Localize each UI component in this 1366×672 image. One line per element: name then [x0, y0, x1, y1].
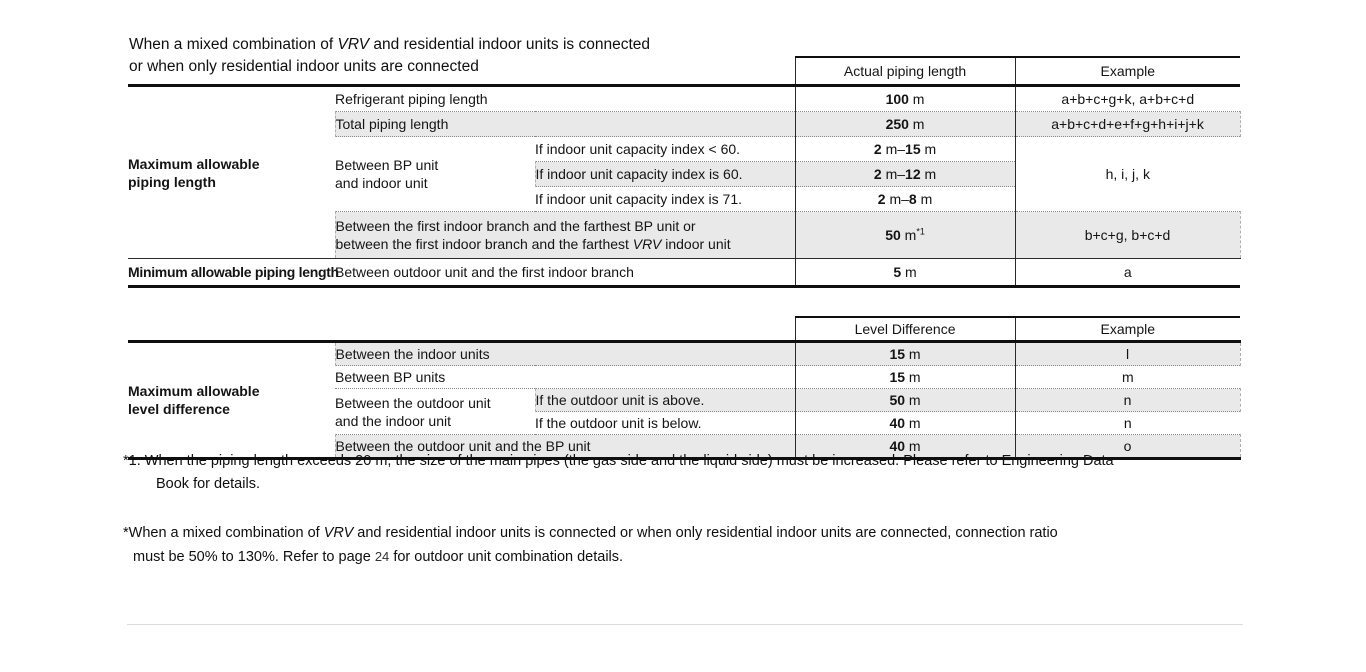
row-between-bp-units: Between BP units 15 m m: [128, 365, 1241, 389]
col-header-actual-piping-length: Actual piping length: [794, 56, 1016, 87]
footnote-2-line2: must be 50% to 130%. Refer to page 24 fo…: [133, 545, 1333, 569]
outdoor-label-line2: and the indoor unit: [335, 412, 451, 429]
footnote-1-line2: Book for details.: [156, 476, 260, 492]
page-bottom-divider: [127, 624, 1243, 625]
footnote-1-line1: *1. When the piping length exceeds 20 m,…: [123, 453, 1114, 469]
col-header-example: Example: [1014, 316, 1241, 343]
cell-label: Between the outdoor unit and the BP unit: [334, 434, 796, 460]
branch-label-line1: Between the first indoor branch and the …: [335, 218, 696, 234]
cell-value: 15 m: [794, 341, 1016, 366]
footnote-2-line1: *When a mixed combination of VRV and res…: [123, 522, 1333, 545]
level-difference-table: Level Difference Example Maximum allowab…: [128, 316, 1241, 460]
bp-label-line2: and indoor unit: [335, 175, 428, 191]
footnote-2-line2-post: for outdoor unit combination details.: [389, 549, 624, 565]
row-bp-capacity-is71: If indoor unit capacity index is 71. 2 m…: [128, 186, 1240, 212]
footnote-2-line2-pre: must be 50% to 130%. Refer to page: [133, 549, 375, 565]
outdoor-label-line1: Between the outdoor unit: [335, 394, 491, 411]
cell-value: 50 m*1: [794, 211, 1016, 259]
cell-label: Between BP units: [335, 365, 796, 389]
bp-label-line1: Between BP unit: [335, 157, 439, 173]
footnote-marker: *1: [916, 226, 925, 237]
group-label-outdoor-indoor: Between the outdoor unit and the indoor u…: [335, 388, 535, 435]
footnote-2-line1-pre: *When a mixed combination of: [123, 525, 324, 541]
row-bp-capacity-lt60: Between BP unit and indoor unit If indoor…: [128, 136, 1241, 212]
cell-condition: If indoor unit capacity index is 71.: [535, 186, 796, 212]
cell-example: n: [1014, 411, 1241, 435]
footnote-2-line1-post: and residential indoor units is connecte…: [353, 525, 1058, 541]
row-refrigerant-piping-length: Maximum allowable piping length Refrigera…: [128, 85, 1241, 259]
group-label-bp-unit: Between BP unit and indoor unit: [335, 136, 535, 212]
doc-title-line1-post: and residential indoor units is connecte…: [369, 36, 650, 53]
cell-label: Between outdoor unit and the first indoo…: [335, 258, 796, 288]
cell-value: 40 m: [794, 411, 1016, 435]
page-reference-link[interactable]: 24: [374, 549, 390, 564]
group-label-max-piping-length: Maximum allowable piping length: [128, 85, 335, 259]
branch-label-line2-post: indoor unit: [661, 236, 731, 252]
cell-value: 5 m: [794, 258, 1016, 288]
cell-value: 2 m–8 m: [794, 186, 1016, 212]
cell-value: 2 m–12 m: [794, 161, 1016, 187]
row-minimum-piping-length: Minimum allowable piping length Between …: [128, 258, 1241, 288]
branch-label-vrv: VRV: [632, 236, 662, 252]
group-label-max-level-difference: Maximum allowable level difference: [128, 341, 335, 460]
footnote-2: *When a mixed combination of VRV and res…: [123, 522, 1333, 569]
table2-header-spacer: [128, 317, 796, 343]
cell-example: a+b+c+d+e+f+g+h+i+j+k: [1014, 111, 1241, 137]
row-outdoor-below: If the outdoor unit is below. 40 m n: [128, 411, 1241, 435]
footnote-1: *1. When the piping length exceeds 20 m,…: [123, 450, 1333, 496]
branch-label-line2-pre: between the first indoor branch and the …: [335, 236, 633, 252]
cell-example-merged: h, i, j, k: [1014, 136, 1241, 212]
cell-condition: If the outdoor unit is below.: [535, 411, 796, 435]
cell-example: b+c+g, b+c+d: [1014, 211, 1241, 259]
cell-condition: If indoor unit capacity index is 60.: [534, 161, 796, 187]
cell-example: m: [1014, 365, 1241, 389]
table1-header-row: Actual piping length Example: [128, 56, 1241, 87]
row-outdoor-bp-unit: Between the outdoor unit and the BP unit…: [128, 434, 1241, 460]
doc-title-line1: When a mixed combination of VRV and resi…: [129, 34, 829, 56]
doc-title-vrv: VRV: [337, 36, 370, 53]
group-label-line1: Maximum allowable: [128, 155, 260, 172]
row-between-indoor-units: Maximum allowable level difference Betwee…: [128, 341, 1241, 460]
group-label-line2: level difference: [128, 401, 230, 417]
cell-value: 40 m: [794, 434, 1016, 460]
col-header-example: Example: [1014, 56, 1241, 87]
cell-value: 100 m: [794, 85, 1016, 112]
cell-example: l: [1014, 341, 1241, 366]
cell-example: a+b+c+g+k, a+b+c+d: [1014, 85, 1241, 112]
group-label-line1: Maximum allowable: [128, 383, 260, 399]
row-outdoor-above: Between the outdoor unit and the indoor u…: [128, 388, 1241, 435]
piping-length-table: Actual piping length Example Maximum all…: [128, 56, 1241, 288]
cell-value: 50 m: [794, 388, 1016, 412]
table2-header-row: Level Difference Example: [128, 316, 1241, 343]
table1-header-spacer: [128, 57, 796, 87]
row-total-piping-length: Total piping length 250 m a+b+c+d+e+f+g+…: [128, 111, 1241, 137]
cell-label: Total piping length: [334, 111, 796, 137]
cell-value: 250 m: [794, 111, 1016, 137]
cell-label: Refrigerant piping length: [335, 85, 796, 112]
group-label-line2: piping length: [128, 173, 216, 190]
row-first-branch-farthest: Between the first indoor branch and the …: [128, 211, 1241, 259]
col-header-level-difference: Level Difference: [794, 316, 1016, 343]
cell-label: Between the first indoor branch and the …: [334, 211, 796, 259]
cell-value: 15 m: [794, 365, 1016, 389]
cell-example: o: [1014, 434, 1241, 460]
cell-label: Between the indoor units: [334, 341, 796, 366]
cell-condition: If the outdoor unit is above.: [534, 388, 796, 412]
cell-condition: If indoor unit capacity index < 60.: [535, 136, 796, 162]
cell-value: 2 m–15 m: [794, 136, 1016, 162]
footnote-2-vrv: VRV: [323, 525, 354, 541]
doc-title-line1-pre: When a mixed combination of: [129, 36, 338, 53]
branch-value: 50 m: [885, 227, 917, 243]
group-label-min-piping-length: Minimum allowable piping length: [128, 258, 339, 288]
cell-example: n: [1014, 388, 1241, 412]
row-bp-capacity-is60: If indoor unit capacity index is 60. 2 m…: [128, 161, 1240, 187]
cell-example: a: [1014, 258, 1241, 288]
